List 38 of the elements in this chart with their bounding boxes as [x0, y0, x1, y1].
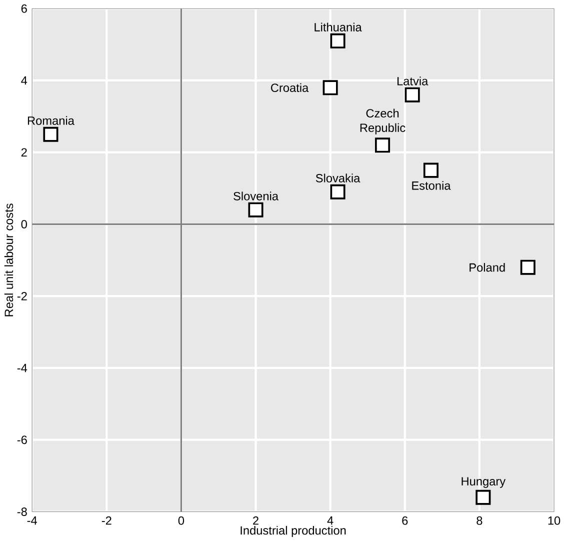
point: [330, 33, 346, 48]
x-tick-label: 4: [327, 516, 334, 524]
x-tick-label: 2: [253, 516, 258, 524]
point: [375, 137, 390, 152]
point: [423, 162, 438, 178]
x-tick-label: 0: [178, 516, 184, 525]
y-tick-label: 2: [21, 148, 27, 156]
annotation: Slovakia: [316, 173, 360, 182]
annotation: Czech Republic: [360, 108, 406, 134]
annotation: Croatia: [271, 83, 309, 92]
annotation: Lithuania: [314, 22, 362, 32]
x-tick-label: -2: [102, 516, 112, 524]
annotation: Romania: [28, 116, 74, 125]
point: [322, 80, 338, 95]
y-tick-label: -8: [17, 507, 27, 516]
y-tick-label: 0: [21, 220, 27, 228]
x-tick-label: 8: [476, 516, 482, 525]
y-tick-label: -6: [17, 435, 27, 444]
point: [520, 260, 536, 275]
point: [476, 490, 491, 505]
y-axis-title: Real unit labour costs: [4, 203, 14, 316]
y-tick-label: 6: [21, 4, 27, 13]
annotation: Hungary: [462, 477, 506, 488]
annotation: Latvia: [397, 76, 428, 86]
point: [330, 184, 346, 200]
point: [248, 202, 264, 218]
point: [43, 126, 58, 142]
x-axis-title: Industrial production: [240, 526, 346, 537]
annotation: Poland: [470, 262, 505, 272]
x-tick-label: -4: [27, 516, 38, 524]
annotation: Estonia: [412, 180, 451, 190]
y-tick-label: 4: [21, 76, 28, 84]
annotation: Slovenia: [234, 191, 279, 200]
y-tick-label: -2: [17, 292, 27, 300]
x-tick-label: 10: [548, 516, 560, 525]
x-tick-label: 6: [402, 516, 408, 525]
y-tick-label: -4: [17, 364, 28, 372]
point: [404, 87, 420, 102]
